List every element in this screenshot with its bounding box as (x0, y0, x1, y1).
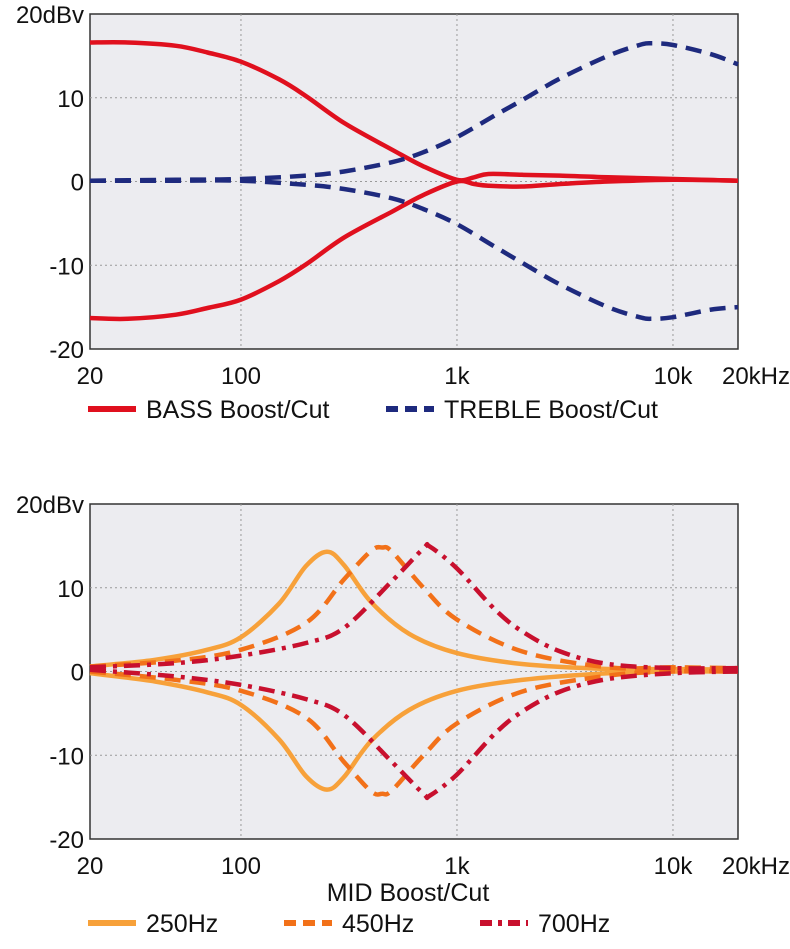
x-tick-label: 10k (654, 853, 694, 880)
series-line-700hz (89, 667, 739, 801)
x-axis-label: MID Boost/Cut (327, 879, 490, 907)
series-line-treble-boost-cut (89, 178, 739, 322)
y-tick-label: -20 (49, 337, 84, 364)
series-line-treble-boost-cut (89, 41, 739, 183)
y-tick-label: -10 (49, 253, 84, 280)
series-line-700hz (89, 541, 739, 671)
legend-label: TREBLE Boost/Cut (444, 396, 658, 424)
series-group (89, 39, 739, 322)
legend-label: BASS Boost/Cut (146, 396, 329, 424)
x-tick-label: 100 (221, 853, 261, 880)
x-tick-label: 20 (77, 853, 104, 880)
y-tick-label: -20 (49, 827, 84, 854)
legend: BASS Boost/Cut TREBLE Boost/Cut (88, 396, 658, 424)
x-tick-label: 1k (444, 853, 470, 880)
series-group (89, 541, 739, 801)
x-tick-label: 20 (77, 363, 104, 390)
series-line-bass-boost-cut (89, 177, 739, 322)
series-line-250hz (89, 549, 739, 673)
y-tick-label: 0 (71, 660, 84, 687)
x-tick-label: 20kHz (722, 363, 790, 390)
y-tick-label: 10 (57, 576, 84, 603)
series-line-450hz (89, 544, 739, 671)
y-tick-label: 20dBv (16, 492, 84, 519)
x-tick-label: 20kHz (722, 853, 790, 880)
y-tick-labels: 20dBv 10 0 -10 -20 (16, 492, 84, 854)
series-line-bass-boost-cut (89, 39, 739, 183)
y-tick-label: 0 (71, 170, 84, 197)
series-line-450hz (89, 668, 739, 797)
x-tick-labels: 20 100 1k 10k 20kHz (77, 853, 790, 880)
y-tick-label: -10 (49, 743, 84, 770)
legend-label: 700Hz (538, 910, 610, 938)
y-tick-label: 20dBv (16, 2, 84, 29)
legend-label: 450Hz (342, 910, 414, 938)
legend: 250Hz 450Hz 700Hz (88, 910, 610, 938)
y-tick-labels: 20dBv 10 0 -10 -20 (16, 2, 84, 364)
y-tick-label: 10 (57, 86, 84, 113)
series-line-250hz (89, 669, 739, 792)
x-tick-labels: 20 100 1k 10k 20kHz (77, 363, 790, 390)
x-tick-label: 100 (221, 363, 261, 390)
x-tick-label: 10k (654, 363, 694, 390)
x-tick-label: 1k (444, 363, 470, 390)
legend-label: 250Hz (146, 910, 218, 938)
